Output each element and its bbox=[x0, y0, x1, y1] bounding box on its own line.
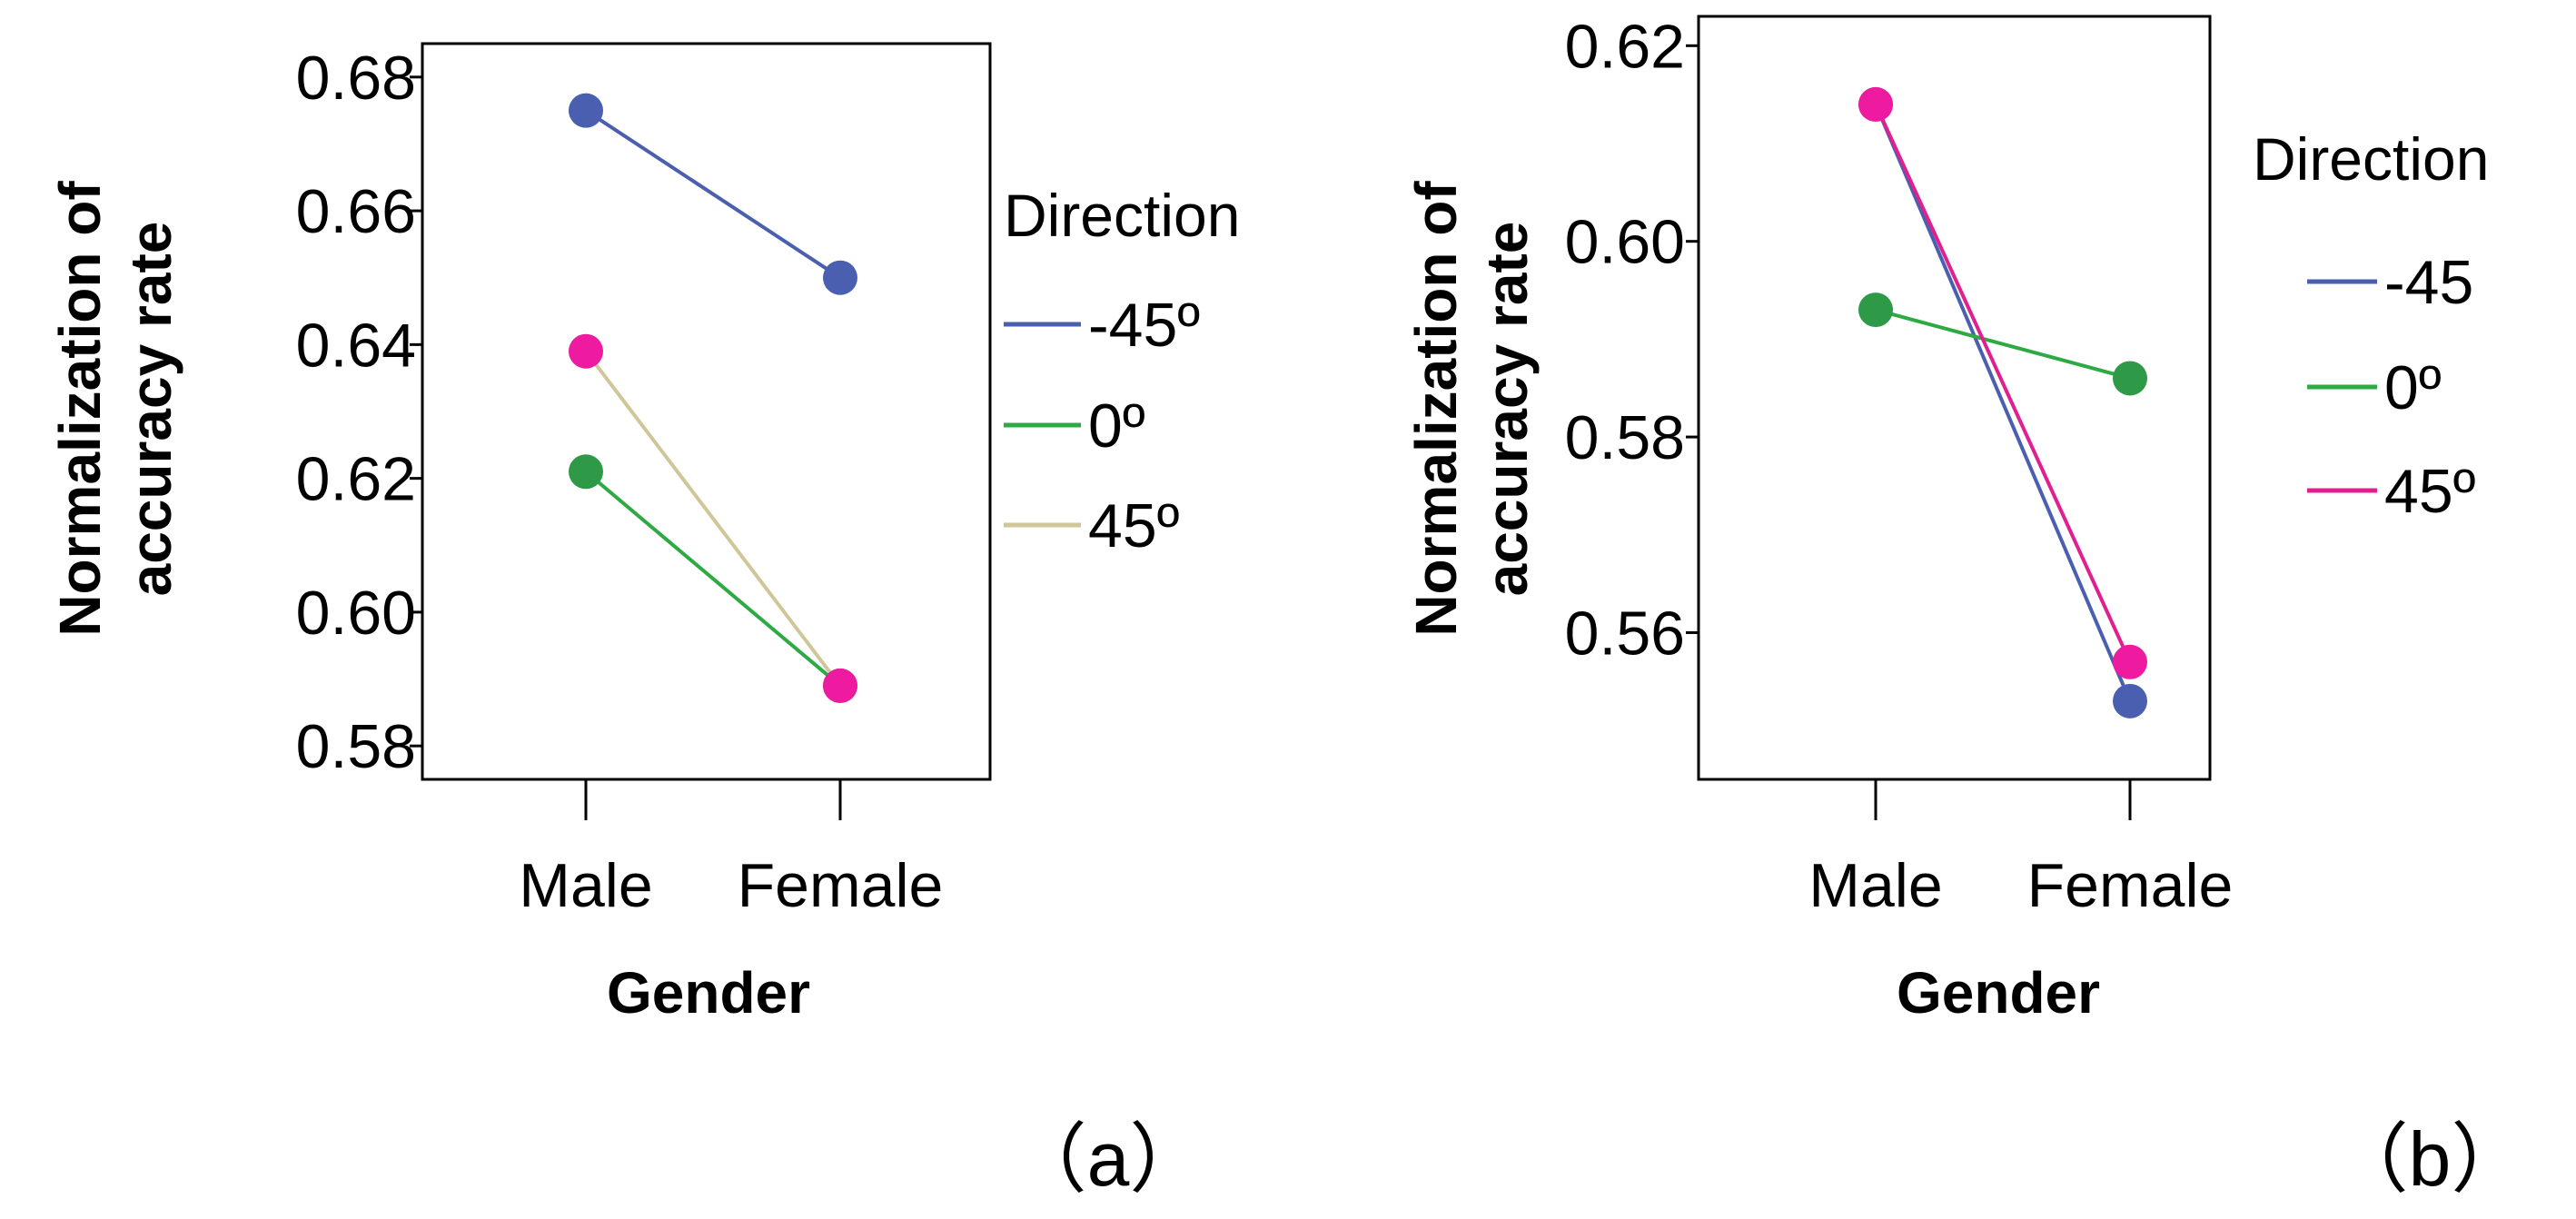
chart-panel-a: 0.58 0.60 0.62 0.64 0.66 0.68 Male Female Gender… bbox=[47, 42, 1240, 1202]
y-axis-title-line: Normalization of bbox=[1403, 181, 1469, 637]
data-point bbox=[1858, 292, 1893, 328]
data-point bbox=[823, 260, 857, 295]
y-axis-title-line: accuracy rate bbox=[1474, 222, 1540, 597]
data-point bbox=[1858, 86, 1893, 122]
x-axis-title: Gender bbox=[1897, 960, 2100, 1026]
legend-label: 45º bbox=[2384, 457, 2475, 526]
plot-frame bbox=[421, 42, 992, 781]
series-line-0 bbox=[1874, 104, 2132, 702]
x-tick-label: Female bbox=[2027, 851, 2234, 920]
y-tick-label: 0.64 bbox=[296, 311, 416, 380]
series-line-1 bbox=[584, 470, 842, 688]
legend-title: Direction bbox=[1004, 182, 1240, 249]
x-tick-label: Male bbox=[1808, 851, 1942, 920]
y-axis-title-line: Normalization of bbox=[47, 181, 113, 637]
y-tick-label: 0.58 bbox=[296, 712, 416, 781]
series-line-2 bbox=[1874, 104, 2132, 663]
y-tick-label: 0.68 bbox=[296, 44, 416, 113]
series-line-0 bbox=[584, 108, 842, 280]
panel-caption: （a） bbox=[1011, 1116, 1206, 1202]
data-point bbox=[2113, 361, 2147, 396]
legend-label: -45º bbox=[1088, 291, 1200, 360]
legend-label: -45 bbox=[2384, 248, 2473, 317]
data-point bbox=[569, 93, 603, 128]
chart-panel-b: 0.56 0.58 0.60 0.62 Male Female Gender Normaliz… bbox=[1403, 12, 2527, 1202]
y-tick-label: 0.60 bbox=[296, 579, 416, 648]
x-tick-label: Male bbox=[519, 851, 652, 920]
y-tick-label: 0.62 bbox=[296, 445, 416, 514]
y-tick-label: 0.60 bbox=[1565, 208, 1685, 277]
y-axis-title: Normalization ofaccuracy rate bbox=[1403, 181, 1540, 637]
legend-label: 0º bbox=[1088, 391, 1145, 461]
data-point bbox=[569, 454, 603, 490]
series-line-1 bbox=[1875, 308, 2131, 381]
legend-title: Direction bbox=[2253, 125, 2489, 193]
legend-label: 0º bbox=[2384, 353, 2442, 422]
series-line-2 bbox=[584, 350, 842, 688]
y-tick-label: 0.62 bbox=[1565, 12, 1685, 81]
y-axis-title: Normalization ofaccuracy rate bbox=[47, 181, 183, 637]
data-point bbox=[2113, 644, 2147, 679]
y-tick-label: 0.66 bbox=[296, 177, 416, 246]
x-axis-title: Gender bbox=[607, 960, 810, 1026]
data-point bbox=[823, 668, 857, 703]
data-point bbox=[2113, 683, 2147, 719]
x-tick-label: Female bbox=[738, 851, 944, 920]
y-axis-title-line: accuracy rate bbox=[118, 222, 183, 597]
y-tick-label: 0.58 bbox=[1565, 403, 1685, 472]
data-point bbox=[569, 333, 603, 369]
panel-caption: （b） bbox=[2333, 1116, 2528, 1202]
legend-label: 45º bbox=[1088, 491, 1179, 560]
y-tick-label: 0.56 bbox=[1565, 599, 1685, 668]
